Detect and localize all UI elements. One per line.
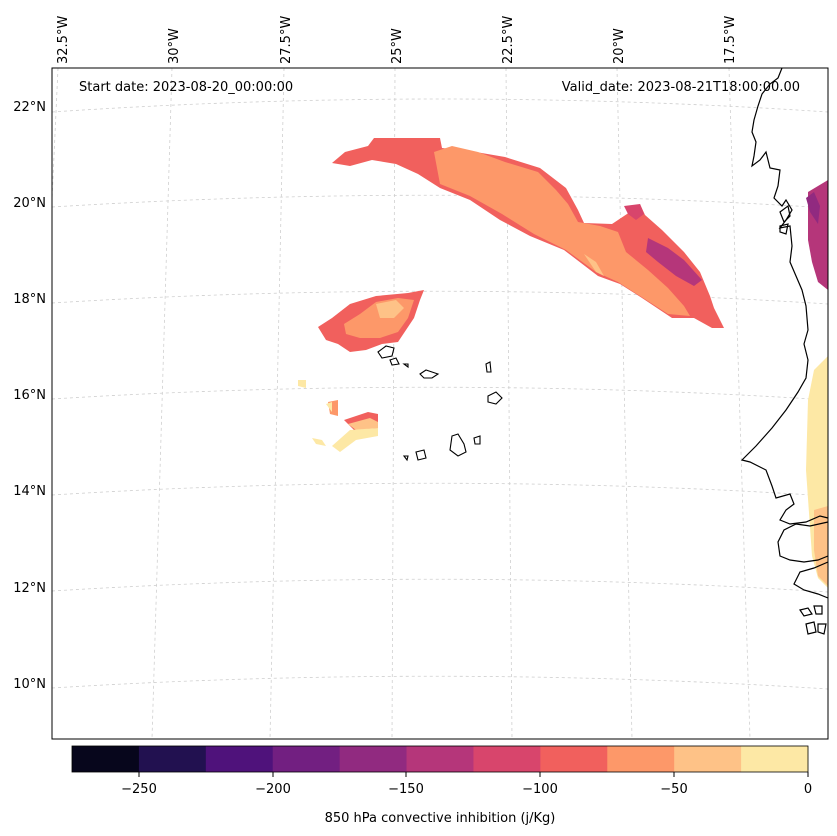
- meridian-20w: [616, 67, 633, 740]
- meridian-30w: [151, 67, 173, 740]
- colorbar: −250 −200 −150 −100 −50 0 850 hPa convec…: [71, 745, 812, 826]
- meridian-27-5w: [269, 67, 285, 740]
- lat-label-4: 14°N: [13, 484, 46, 499]
- lon-label-3: 25°W: [390, 28, 405, 64]
- colorbar-tick-label-4: −50: [660, 782, 687, 797]
- cin-band-north-inner: [584, 254, 604, 276]
- island-maio: [473, 435, 481, 445]
- island-santiago: [449, 433, 467, 457]
- island-sao-nicolau: [419, 369, 440, 379]
- meridian-22-5w: [505, 67, 513, 740]
- cabo-verde-islands: [377, 345, 503, 462]
- lon-label-6: 17.5°W: [723, 16, 738, 64]
- lat-label-0: 22°N: [13, 100, 46, 115]
- colorbar-swatch-6: [473, 746, 541, 772]
- african-coastline: [740, 67, 829, 635]
- meridian-32-5w: [51, 67, 59, 201]
- colorbar-swatch-7: [540, 746, 608, 772]
- island-fogo: [415, 449, 427, 461]
- colorbar-swatch-2: [205, 746, 274, 772]
- cin-band-north-mid: [434, 146, 690, 316]
- colorbar-swatch-8: [607, 746, 675, 772]
- coastline-gambia-south: [777, 521, 829, 563]
- coastline-guinea-bissau: [793, 561, 829, 599]
- coastline-cape-islands: [779, 204, 791, 235]
- cin-band-north-deep: [646, 238, 702, 286]
- island-sal: [485, 361, 492, 373]
- colorbar-swatches: [72, 746, 809, 772]
- lon-label-1: 30°W: [167, 28, 182, 64]
- gridlines: [51, 67, 829, 740]
- colorbar-label: 850 hPa convective inhibition (j/Kg): [325, 811, 556, 826]
- colorbar-swatch-1: [138, 746, 207, 772]
- meridian-17-5w: [728, 67, 751, 740]
- longitude-labels: 32.5°W 30°W 27.5°W 25°W 22.5°W 20°W 17.5…: [56, 16, 738, 64]
- island-santo-antao: [377, 345, 395, 359]
- cin-sw-patch-7: [312, 438, 326, 446]
- colorbar-tick-label-2: −150: [388, 782, 424, 797]
- colorbar-tick-labels: −250 −200 −150 −100 −50 0: [121, 782, 812, 797]
- island-santa-luzia: [402, 363, 409, 369]
- lon-label-5: 20°W: [612, 28, 627, 64]
- colorbar-tick-label-5: 0: [804, 782, 812, 797]
- cin-east-north-inner: [806, 192, 820, 224]
- lat-label-2: 18°N: [13, 292, 46, 307]
- lat-label-6: 10°N: [13, 677, 46, 692]
- cin-central-inner: [376, 300, 404, 318]
- coastline-main: [740, 67, 829, 525]
- cin-sw-patch-1: [298, 380, 306, 388]
- lat-label-3: 16°N: [13, 388, 46, 403]
- lat-label-5: 12°N: [13, 581, 46, 596]
- island-brava: [402, 455, 409, 462]
- coastline-bijagos: [799, 605, 827, 635]
- cin-sw-patch-5: [348, 418, 378, 430]
- island-sao-vicente: [389, 357, 400, 366]
- island-boa-vista: [487, 391, 503, 405]
- colorbar-frame: [71, 745, 809, 773]
- lon-label-2: 27.5°W: [279, 16, 294, 64]
- lon-label-4: 22.5°W: [501, 16, 516, 64]
- lon-label-0: 32.5°W: [56, 16, 71, 64]
- colorbar-tick-label-3: −100: [522, 782, 558, 797]
- colorbar-tick-label-1: −200: [255, 782, 291, 797]
- map-frame: [51, 67, 829, 740]
- colorbar-swatch-10: [741, 746, 809, 772]
- colorbar-swatch-3: [272, 746, 341, 772]
- colorbar-tick-label-0: −250: [121, 782, 157, 797]
- valid-date-label: Valid_date: 2023-08-21T18:00:00.00: [562, 80, 800, 95]
- colorbar-ticks: [138, 772, 809, 777]
- cin-band-north-deeper: [624, 204, 644, 220]
- colorbar-swatch-9: [674, 746, 742, 772]
- latitude-labels: 22°N 20°N 18°N 16°N 14°N 12°N 10°N: [13, 100, 46, 692]
- cin-sw-patch-3: [326, 402, 332, 412]
- start-date-label: Start date: 2023-08-20_00:00:00: [79, 80, 293, 95]
- cin-contours: [298, 138, 828, 588]
- cin-sw-patch-6: [332, 428, 378, 452]
- colorbar-swatch-5: [406, 746, 474, 772]
- map-panel: [51, 67, 829, 740]
- colorbar-swatch-4: [339, 746, 408, 772]
- meridian-25w: [391, 67, 396, 740]
- colorbar-swatch-0: [72, 746, 140, 772]
- lat-label-1: 20°N: [13, 196, 46, 211]
